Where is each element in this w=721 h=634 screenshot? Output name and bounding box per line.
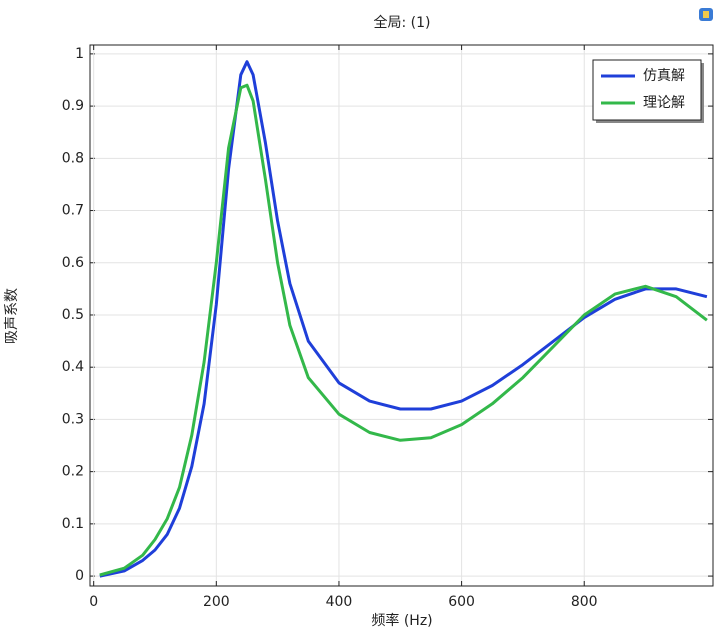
y-tick-label: 0.5 <box>62 307 84 323</box>
y-tick-label: 0.6 <box>62 255 84 271</box>
legend-box <box>592 59 702 121</box>
plot-frame <box>89 44 714 587</box>
y-tick-label: 0.8 <box>62 150 84 166</box>
x-tick-label: 400 <box>326 594 353 610</box>
y-tick-label: 0.9 <box>62 98 84 114</box>
chart-title: 全局: (1) <box>374 14 431 31</box>
x-tick-label: 200 <box>203 594 230 610</box>
y-tick-label: 1 <box>75 46 84 62</box>
legend-label: 仿真解 <box>643 68 685 84</box>
line <box>99 60 708 578</box>
y-tick-label: 0 <box>75 568 84 584</box>
y-tick-label: 0.4 <box>62 359 84 375</box>
line <box>99 83 708 577</box>
y-tick-label: 0.2 <box>62 464 84 480</box>
y-tick-label: 0.7 <box>62 203 84 219</box>
y-axis-label: 吸声系数 <box>4 288 20 344</box>
x-tick-label: 800 <box>571 594 598 610</box>
y-tick-label: 0.3 <box>62 411 84 427</box>
legend-label: 理论解 <box>643 95 685 111</box>
x-tick-label: 0 <box>89 594 98 610</box>
corner-icon <box>699 8 713 21</box>
x-axis-label: 频率 (Hz) <box>371 612 432 629</box>
x-tick-label: 600 <box>448 594 475 610</box>
y-tick-label: 0.1 <box>62 516 84 532</box>
